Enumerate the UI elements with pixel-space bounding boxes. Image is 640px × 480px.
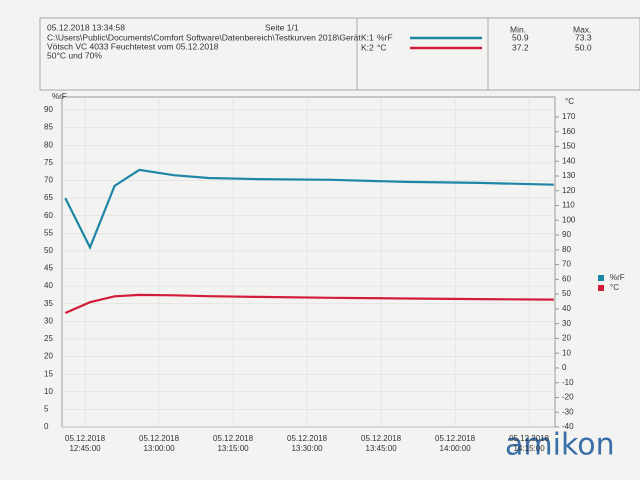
timestamp: 05.12.2018 13:34:58 — [47, 22, 125, 32]
y-tick-label: 25 — [44, 334, 53, 343]
legend-label: %rF — [610, 273, 625, 282]
y2-tick-label: 50 — [562, 289, 571, 298]
column-header: Min. — [510, 24, 526, 34]
y-tick-label: 75 — [44, 158, 53, 167]
y2-tick-label: -10 — [562, 378, 574, 387]
y-tick-label: 80 — [44, 140, 53, 149]
channel-label: K:1 — [361, 32, 374, 42]
legend-swatch — [598, 275, 604, 281]
y2-tick-label: 90 — [562, 230, 571, 239]
y-tick-label: 55 — [44, 228, 53, 237]
channel-label: K:2 — [361, 42, 374, 52]
series-line — [64, 293, 554, 315]
y-tick-label: 40 — [44, 281, 53, 290]
y2-tick-label: 130 — [562, 171, 576, 180]
x-tick-time: 13:15:00 — [217, 444, 249, 453]
y-tick-label: 0 — [44, 422, 49, 431]
series-line — [64, 168, 554, 251]
file-path: C:\Users\Public\Documents\Comfort Softwa… — [47, 32, 361, 42]
y2-tick-label: 100 — [562, 215, 576, 224]
page-number: Seite 1/1 — [265, 22, 299, 32]
y2-tick-label: 140 — [562, 156, 576, 165]
y-axis-label: %rF — [52, 92, 67, 101]
min-value: 37.2 — [512, 42, 529, 52]
y-tick-label: 65 — [44, 193, 53, 202]
legend-swatch — [598, 285, 604, 291]
y2-tick-label: 40 — [562, 304, 571, 313]
x-tick-time: 13:30:00 — [291, 444, 323, 453]
x-tick-time: 13:00:00 — [143, 444, 175, 453]
title: Vötsch VC 4033 Feuchtetest vom 05.12.201… — [47, 41, 219, 51]
x-tick-time: 12:45:00 — [69, 444, 101, 453]
y2-tick-label: 70 — [562, 260, 571, 269]
y-tick-label: 60 — [44, 211, 53, 220]
min-value: 50.9 — [512, 32, 529, 42]
y2-tick-label: 60 — [562, 274, 571, 283]
x-tick-date: 05.12.2018 — [361, 434, 402, 443]
x-tick-time: 14:00:00 — [440, 444, 472, 453]
max-value: 50.0 — [575, 42, 592, 52]
y-tick-label: 15 — [44, 369, 53, 378]
x-tick-date: 05.12.2018 — [213, 434, 254, 443]
y2-tick-label: 120 — [562, 186, 576, 195]
y-tick-label: 50 — [44, 246, 53, 255]
column-header: Max. — [573, 24, 591, 34]
x-tick-date: 05.12.2018 — [287, 434, 328, 443]
y2-tick-label: 80 — [562, 245, 571, 254]
x-tick-date: 05.12.2018 — [139, 434, 180, 443]
y-tick-label: 70 — [44, 176, 53, 185]
y2-tick-label: -30 — [562, 407, 574, 416]
y2-tick-label: 30 — [562, 319, 571, 328]
y-tick-label: 10 — [44, 387, 53, 396]
x-tick-date: 05.12.2018 — [435, 434, 476, 443]
y2-tick-label: 110 — [562, 201, 575, 210]
y-tick-label: 35 — [44, 299, 53, 308]
y2-tick-label: -40 — [562, 422, 574, 431]
y-tick-label: 20 — [44, 352, 53, 361]
header-box — [39, 17, 640, 91]
y-tick-label: 90 — [44, 105, 53, 114]
y2-tick-label: -20 — [562, 393, 574, 402]
y2-axis-label: °C — [565, 97, 574, 106]
y-tick-label: 85 — [44, 123, 53, 132]
watermark: amikon — [505, 428, 615, 463]
y2-tick-label: 20 — [562, 334, 571, 343]
x-tick-date: 05.12.2018 — [509, 434, 550, 443]
channel-name: %rF — [377, 32, 393, 42]
y2-tick-label: 150 — [562, 142, 576, 151]
subtitle: 50°C und 70% — [47, 50, 102, 60]
y-tick-label: 30 — [44, 316, 53, 325]
legend-label: °C — [610, 283, 619, 292]
x-tick-time: 13:45:00 — [366, 444, 398, 453]
y2-tick-label: 160 — [562, 127, 576, 136]
y2-tick-label: 10 — [562, 348, 571, 357]
y-tick-label: 45 — [44, 264, 53, 273]
y2-tick-label: 0 — [562, 363, 567, 372]
max-value: 73.3 — [575, 32, 592, 42]
x-tick-date: 05.12.2018 — [65, 434, 106, 443]
y2-tick-label: 170 — [562, 112, 576, 121]
channel-name: °C — [377, 42, 387, 52]
x-tick-time: 14:15:00 — [514, 444, 546, 453]
y-tick-label: 5 — [44, 404, 49, 413]
